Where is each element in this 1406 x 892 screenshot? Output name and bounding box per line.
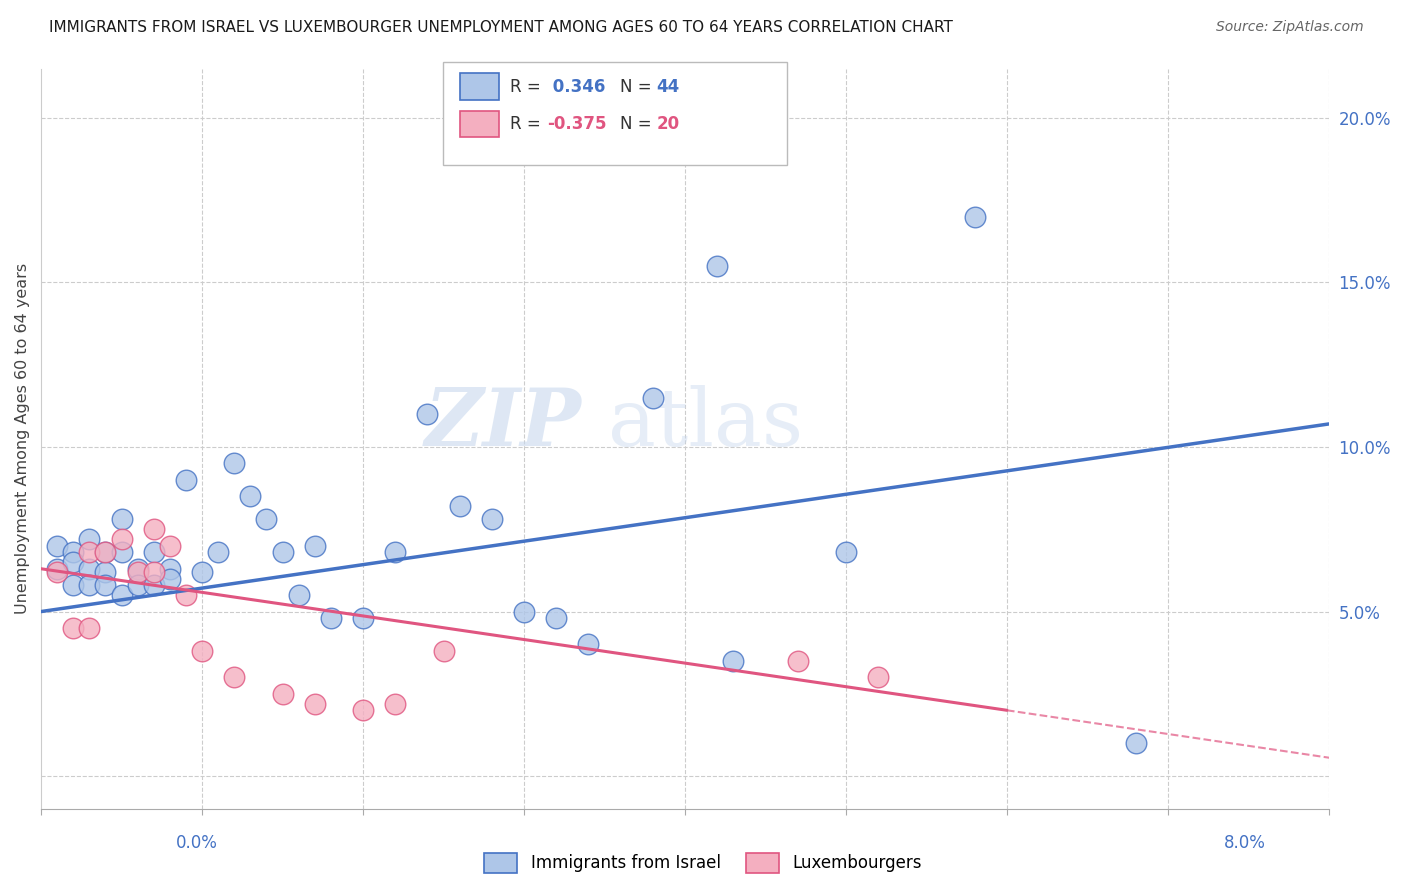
Point [256, 512, 278, 526]
Point [481, 512, 503, 526]
Point [191, 644, 214, 658]
Point [1125, 736, 1147, 750]
Point [868, 670, 890, 684]
Point [352, 611, 374, 625]
Point [79, 562, 101, 576]
Point [786, 654, 808, 668]
Point [174, 588, 197, 602]
Point [79, 578, 101, 592]
Point [352, 703, 374, 717]
Text: IMMIGRANTS FROM ISRAEL VS LUXEMBOURGER UNEMPLOYMENT AMONG AGES 60 TO 64 YEARS CO: IMMIGRANTS FROM ISRAEL VS LUXEMBOURGER U… [49, 20, 953, 35]
Text: 20: 20 [657, 115, 679, 133]
Point [319, 611, 342, 625]
Text: atlas: atlas [607, 385, 803, 463]
Point [46, 562, 69, 576]
Point [94, 545, 117, 559]
Point [127, 562, 149, 576]
Point [159, 572, 181, 586]
Point [271, 687, 294, 701]
Point [62, 555, 84, 569]
Point [142, 522, 165, 536]
Point [142, 565, 165, 579]
Text: 44: 44 [657, 78, 681, 95]
Text: ZIP: ZIP [425, 385, 582, 463]
Point [142, 578, 165, 592]
Point [416, 407, 439, 421]
Text: 0.0%: 0.0% [176, 834, 218, 852]
Point [127, 578, 149, 592]
Point [207, 545, 229, 559]
Point [79, 532, 101, 546]
Point [46, 565, 69, 579]
Point [304, 697, 326, 711]
Point [835, 545, 858, 559]
Point [127, 565, 149, 579]
Text: 0.346: 0.346 [547, 78, 606, 95]
Point [723, 654, 745, 668]
Text: 8.0%: 8.0% [1223, 834, 1265, 852]
Text: N =: N = [620, 78, 657, 95]
Point [513, 605, 536, 619]
Text: -0.375: -0.375 [547, 115, 606, 133]
Point [239, 489, 262, 503]
Point [963, 210, 986, 224]
Point [224, 670, 246, 684]
Point [706, 259, 728, 273]
Point [159, 562, 181, 576]
Point [142, 545, 165, 559]
Point [110, 532, 132, 546]
Point [449, 500, 471, 514]
Point [79, 621, 101, 635]
Point [384, 697, 406, 711]
Y-axis label: Unemployment Among Ages 60 to 64 years: Unemployment Among Ages 60 to 64 years [15, 263, 30, 615]
Point [62, 578, 84, 592]
Point [546, 611, 568, 625]
Point [304, 539, 326, 553]
Point [174, 473, 197, 487]
Point [159, 539, 181, 553]
Point [110, 588, 132, 602]
Point [271, 545, 294, 559]
Point [94, 545, 117, 559]
Text: N =: N = [620, 115, 657, 133]
Legend: Immigrants from Israel, Luxembourgers: Immigrants from Israel, Luxembourgers [478, 847, 928, 880]
Point [110, 545, 132, 559]
Point [79, 545, 101, 559]
Point [384, 545, 406, 559]
Text: Source: ZipAtlas.com: Source: ZipAtlas.com [1216, 20, 1364, 34]
Point [62, 621, 84, 635]
Text: R =: R = [510, 78, 547, 95]
Point [224, 457, 246, 471]
Point [641, 391, 664, 405]
Point [94, 565, 117, 579]
Point [432, 644, 454, 658]
Point [62, 545, 84, 559]
Point [46, 539, 69, 553]
Point [576, 637, 599, 651]
Point [191, 565, 214, 579]
Point [287, 588, 309, 602]
Point [94, 578, 117, 592]
Text: R =: R = [510, 115, 547, 133]
Point [110, 512, 132, 526]
